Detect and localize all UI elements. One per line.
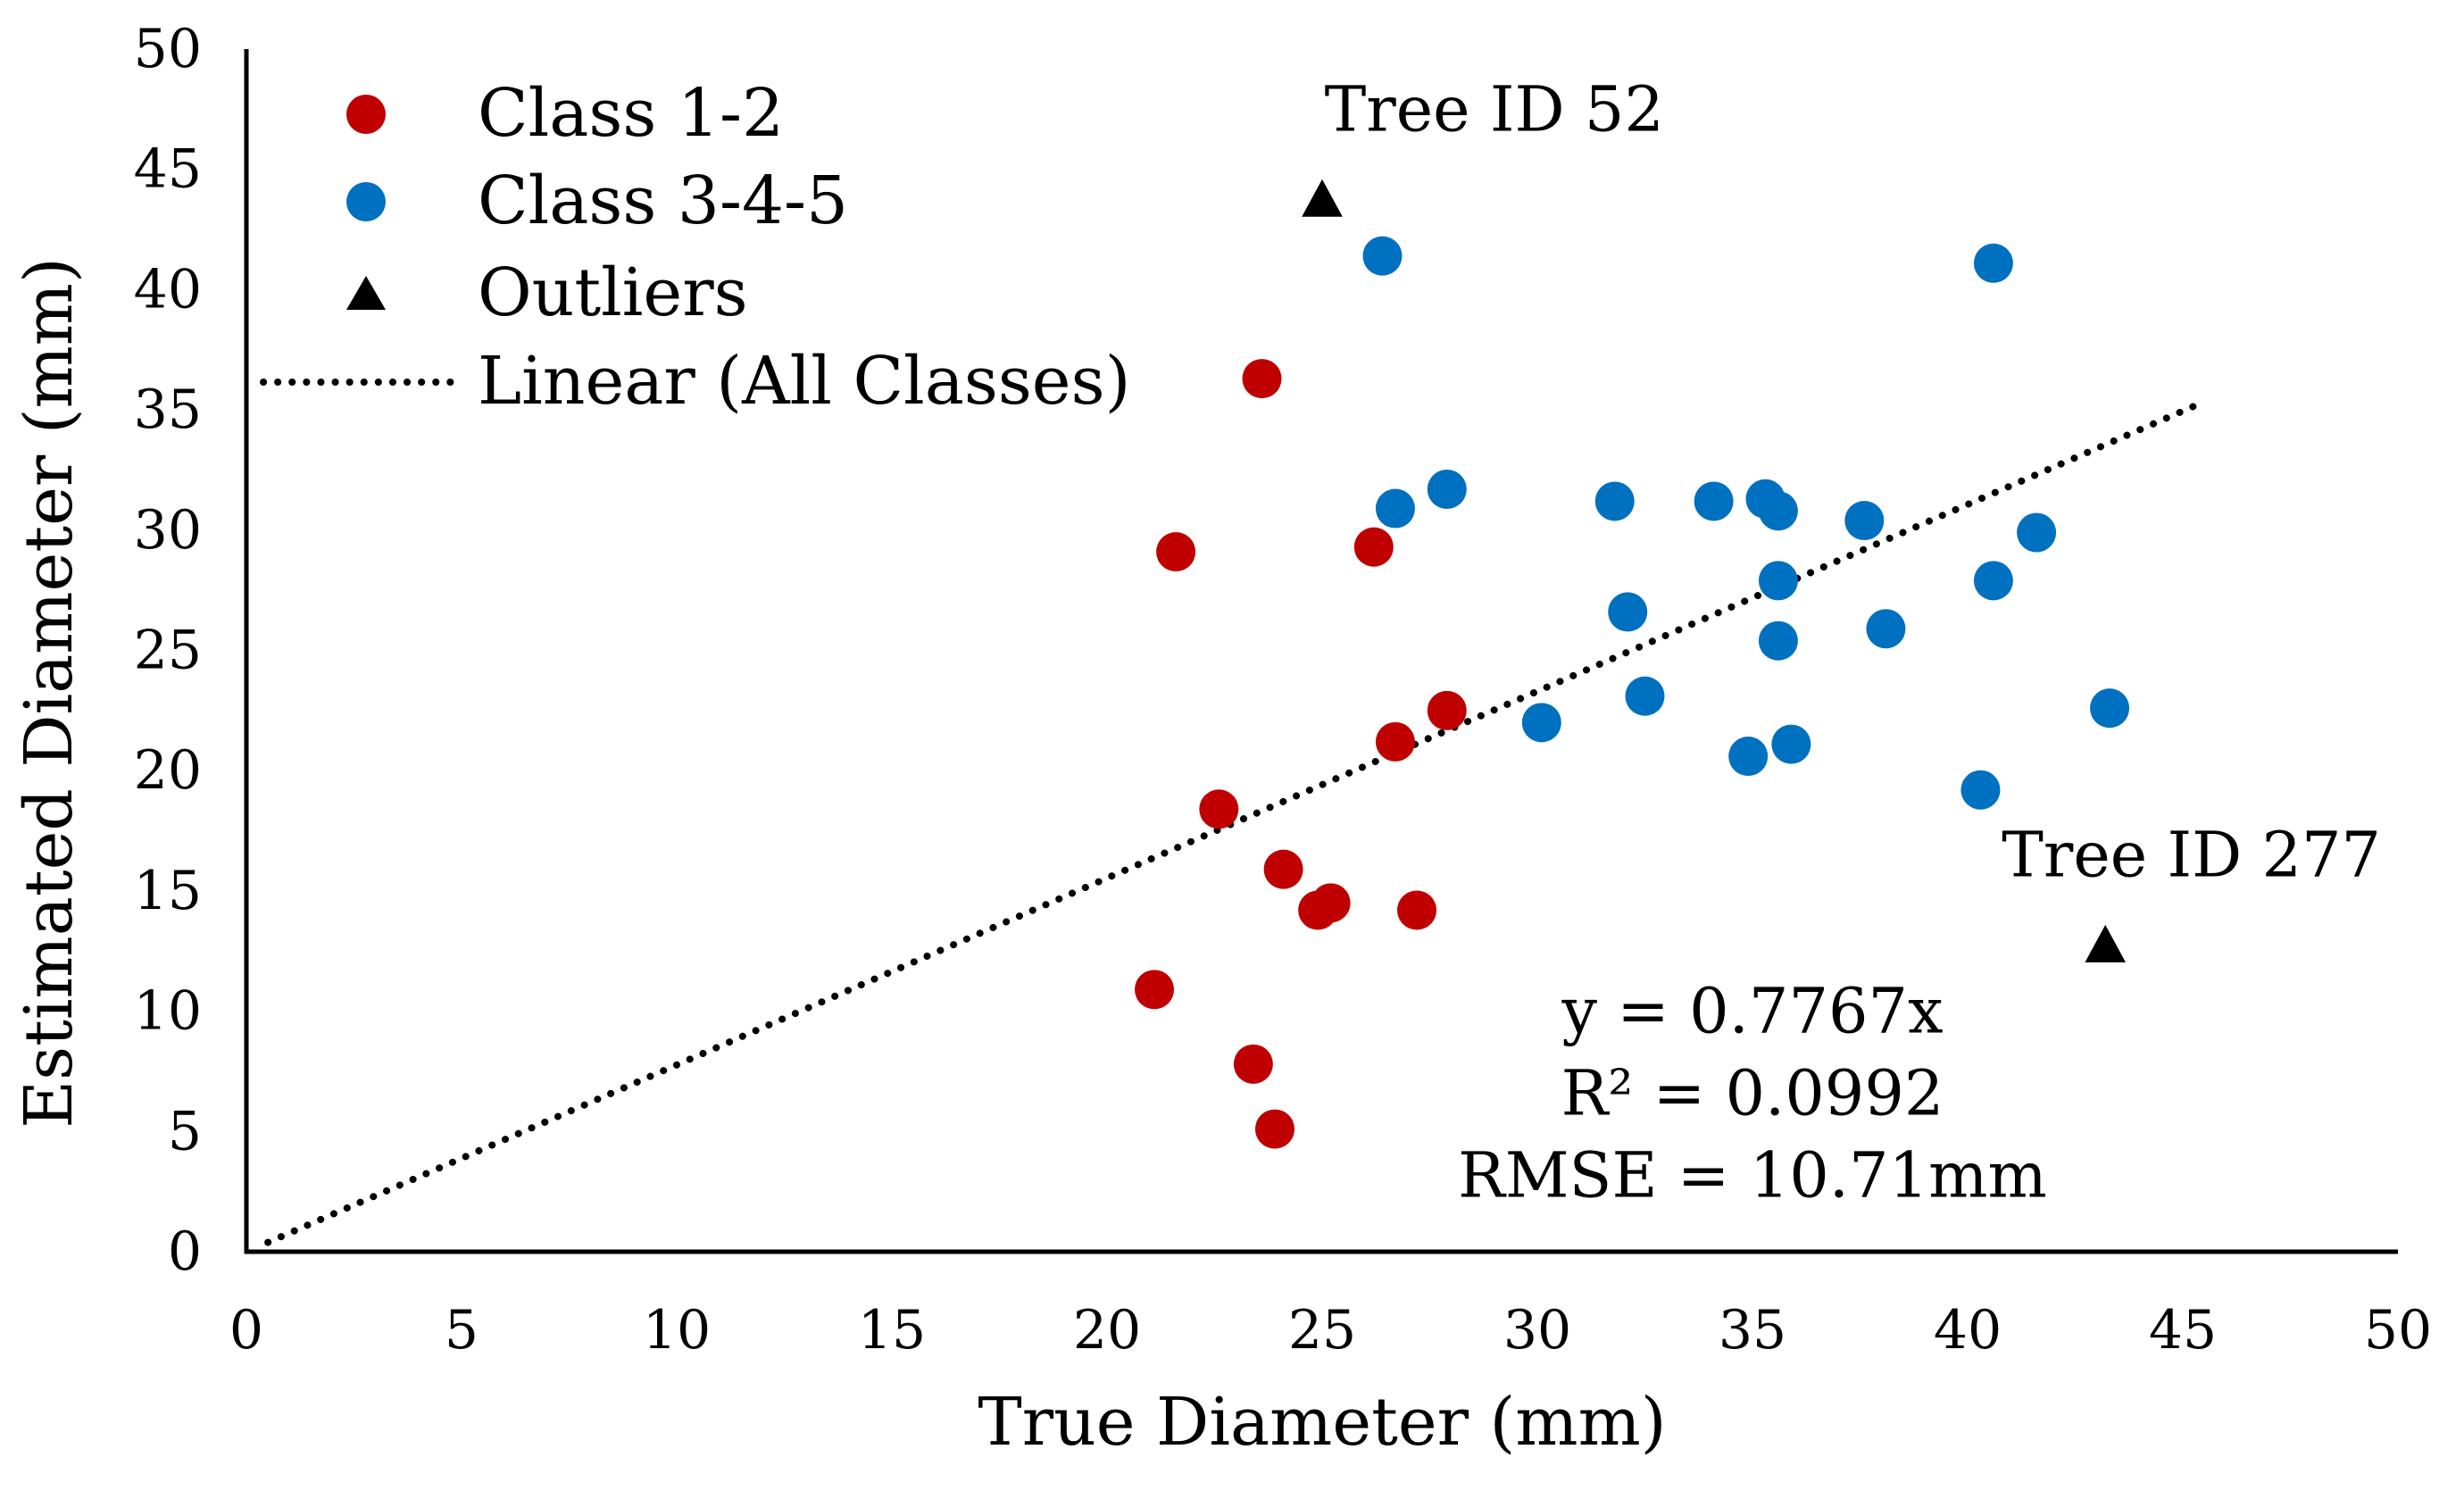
legend-label-linear-trend: Linear (All Classes) bbox=[478, 343, 1130, 420]
point-class-1-2 bbox=[1156, 532, 1196, 572]
equation-label: y = 0.7767x bbox=[1561, 975, 1943, 1048]
point-class-1-2 bbox=[1263, 849, 1303, 889]
data-points bbox=[1135, 179, 2130, 1149]
outlier-annotation: Tree ID 52 bbox=[1325, 73, 1664, 146]
point-class-1-2 bbox=[1233, 1044, 1273, 1084]
y-tick-label: 10 bbox=[134, 980, 202, 1043]
point-class-3-4-5 bbox=[1973, 243, 2013, 283]
y-tick-label: 5 bbox=[168, 1100, 202, 1162]
x-tick-label: 0 bbox=[229, 1299, 263, 1362]
point-class-3-4-5 bbox=[1960, 770, 2001, 810]
point-class-3-4-5 bbox=[1844, 501, 1885, 541]
point-class-3-4-5 bbox=[1758, 621, 1798, 661]
y-tick-label: 25 bbox=[134, 620, 202, 682]
point-class-3-4-5 bbox=[1973, 561, 2013, 601]
axes bbox=[244, 49, 2398, 1254]
x-tick-label: 50 bbox=[2364, 1299, 2432, 1362]
y-tick-label: 15 bbox=[134, 860, 202, 922]
point-class-1-2 bbox=[1397, 890, 1437, 930]
y-tick-label: 20 bbox=[134, 739, 202, 802]
legend-marker-class-1-2 bbox=[346, 95, 386, 134]
x-tick-label: 45 bbox=[2149, 1299, 2217, 1362]
point-class-3-4-5 bbox=[1375, 488, 1415, 529]
rmse-label: RMSE = 10.71mm bbox=[1458, 1139, 2047, 1212]
y-tick-label: 50 bbox=[134, 18, 202, 80]
point-class-1-2 bbox=[1135, 970, 1175, 1010]
y-tick-label: 40 bbox=[134, 258, 202, 321]
legend-label-outliers: Outliers bbox=[478, 254, 748, 331]
point-class-3-4-5 bbox=[1594, 481, 1635, 521]
point-class-3-4-5 bbox=[1771, 724, 1811, 764]
regression-stats: y = 0.7767x R² = 0.0992 RMSE = 10.71mm bbox=[1458, 975, 2047, 1212]
point-class-3-4-5 bbox=[1625, 676, 1665, 716]
legend-marker-outliers bbox=[346, 276, 386, 310]
point-class-3-4-5 bbox=[1866, 609, 1906, 649]
point-class-1-2 bbox=[1242, 359, 1282, 399]
y-tick-label: 0 bbox=[168, 1220, 202, 1283]
x-tick-label: 25 bbox=[1288, 1299, 1356, 1362]
point-class-3-4-5 bbox=[2017, 512, 2057, 553]
x-tick-label: 5 bbox=[445, 1299, 479, 1362]
point-class-1-2 bbox=[1298, 890, 1338, 930]
point-class-3-4-5 bbox=[1728, 737, 1769, 777]
point-class-3-4-5 bbox=[1758, 491, 1798, 531]
point-class-3-4-5 bbox=[1427, 470, 1467, 510]
point-class-3-4-5 bbox=[1521, 703, 1561, 743]
point-class-3-4-5 bbox=[1608, 592, 1648, 632]
y-tick-label: 30 bbox=[134, 499, 202, 562]
point-outliers bbox=[2085, 924, 2127, 962]
point-class-3-4-5 bbox=[1758, 561, 1798, 601]
point-class-1-2 bbox=[1254, 1109, 1294, 1149]
r-squared-label: R² = 0.0992 bbox=[1561, 1057, 1944, 1130]
x-tick-label: 30 bbox=[1503, 1299, 1571, 1362]
x-tick-label: 20 bbox=[1073, 1299, 1141, 1362]
x-tick-labels: 0 5 10 15 20 25 30 35 40 45 50 bbox=[229, 1299, 2432, 1362]
point-class-1-2 bbox=[1375, 721, 1415, 762]
legend-label-class-1-2: Class 1-2 bbox=[478, 75, 784, 152]
point-class-3-4-5 bbox=[1362, 236, 1403, 276]
point-class-3-4-5 bbox=[2090, 688, 2130, 729]
point-class-1-2 bbox=[1353, 527, 1394, 567]
legend-label-class-3-4-5: Class 3-4-5 bbox=[478, 162, 848, 239]
x-axis-title: True Diameter (mm) bbox=[978, 1384, 1666, 1461]
point-class-1-2 bbox=[1427, 690, 1467, 730]
x-tick-label: 10 bbox=[643, 1299, 711, 1362]
x-tick-label: 35 bbox=[1719, 1299, 1786, 1362]
y-tick-label: 45 bbox=[134, 138, 202, 201]
x-tick-label: 40 bbox=[1934, 1299, 2002, 1362]
outlier-annotation: Tree ID 277 bbox=[2002, 819, 2381, 892]
point-class-3-4-5 bbox=[1694, 481, 1734, 521]
annotations: Tree ID 52 Tree ID 277 bbox=[1325, 73, 2381, 892]
legend: Class 1-2 Class 3-4-5 Outliers Linear (A… bbox=[260, 75, 1130, 420]
y-tick-labels: 0 5 10 15 20 25 30 35 40 45 50 bbox=[134, 18, 202, 1283]
x-tick-label: 15 bbox=[858, 1299, 926, 1362]
point-class-1-2 bbox=[1199, 789, 1239, 829]
point-outliers bbox=[1302, 179, 1343, 217]
legend-marker-class-3-4-5 bbox=[346, 182, 386, 221]
y-tick-label: 35 bbox=[134, 379, 202, 441]
y-axis-title: Estimated Diameter (mm) bbox=[11, 257, 87, 1129]
